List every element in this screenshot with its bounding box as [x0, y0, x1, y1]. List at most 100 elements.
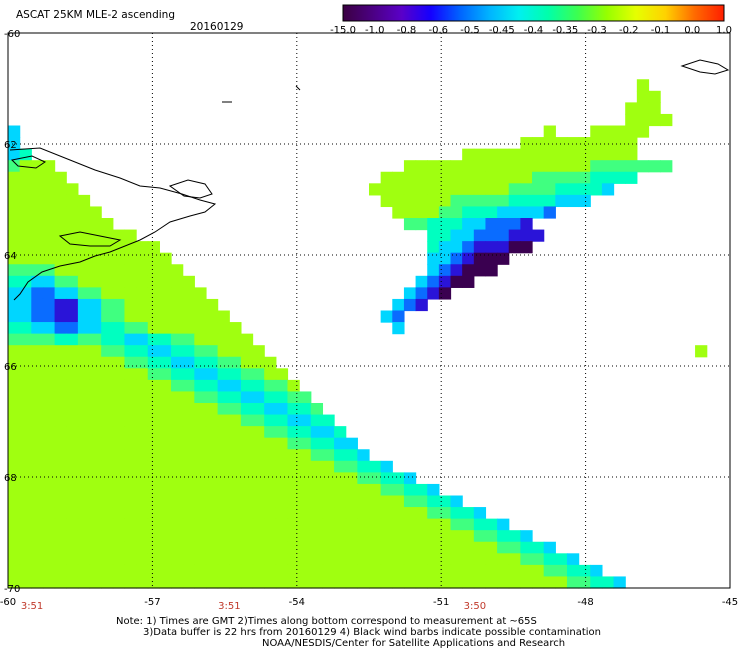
- heatmap-cell: [31, 530, 44, 543]
- heatmap-cell: [427, 218, 440, 231]
- heatmap-cell: [299, 460, 312, 473]
- heatmap-cell: [77, 333, 91, 346]
- heatmap-cell: [357, 564, 370, 578]
- heatmap-cell: [310, 576, 324, 589]
- heatmap-cell: [8, 218, 21, 231]
- heatmap-cell: [66, 229, 79, 242]
- heatmap-cell: [392, 553, 405, 566]
- heatmap-cell: [77, 426, 91, 439]
- heatmap-cell: [275, 437, 289, 450]
- heatmap-cell: [357, 518, 370, 531]
- heatmap-cell: [240, 564, 254, 578]
- heatmap-cell: [205, 541, 219, 554]
- heatmap-cell: [31, 322, 44, 335]
- heatmap-cell: [299, 564, 312, 578]
- heatmap-cell: [287, 472, 300, 485]
- heatmap-cell: [485, 576, 498, 589]
- heatmap-cell: [77, 229, 91, 242]
- heatmap-cell: [19, 333, 32, 346]
- heatmap-cell: [392, 194, 405, 208]
- heatmap-cell: [112, 298, 126, 312]
- heatmap-cell: [264, 507, 277, 520]
- heatmap-cell: [601, 148, 615, 161]
- heatmap-cell: [287, 403, 300, 416]
- heatmap-cell: [392, 171, 405, 184]
- heatmap-cell: [578, 194, 591, 208]
- heatmap-cell: [427, 576, 440, 589]
- heatmap-cell: [520, 160, 533, 173]
- heatmap-cell: [124, 530, 137, 543]
- heatmap-cell: [217, 356, 230, 369]
- heatmap-cell: [520, 183, 533, 196]
- heatmap-cell: [31, 541, 44, 554]
- heatmap-cell: [415, 541, 428, 554]
- heatmap-cell: [171, 483, 184, 497]
- heatmap-cell: [42, 264, 56, 277]
- heatmap-cell: [310, 449, 324, 462]
- heatmap-cell: [450, 183, 463, 196]
- heatmap-cell: [77, 541, 91, 554]
- heatmap-cell: [229, 576, 242, 589]
- heatmap-cell: [205, 483, 219, 497]
- heatmap-cell: [473, 160, 487, 173]
- heatmap-cell: [520, 530, 533, 543]
- heatmap-cell: [264, 576, 277, 589]
- heatmap-cell: [77, 495, 91, 508]
- heatmap-cell: [89, 264, 102, 277]
- heatmap-cell: [497, 183, 510, 196]
- heatmap-cell: [217, 483, 230, 497]
- heatmap-cell: [31, 298, 44, 312]
- heatmap-cell: [322, 495, 335, 508]
- heatmap-cell: [578, 183, 591, 196]
- heatmap-cell: [450, 518, 463, 531]
- heatmap-cell: [229, 437, 242, 450]
- heatmap-cell: [613, 160, 626, 173]
- heatmap-cell: [415, 576, 428, 589]
- heatmap-cell: [205, 322, 219, 335]
- footer-note-2: 3)Data buffer is 22 hrs from 20160129 4)…: [143, 627, 601, 638]
- heatmap-cell: [299, 495, 312, 508]
- heatmap-cell: [543, 148, 556, 161]
- colorbar-label: -0.45: [489, 25, 515, 36]
- heatmap-cell: [322, 530, 335, 543]
- heatmap-cell: [240, 472, 254, 485]
- heatmap-cell: [171, 368, 184, 381]
- heatmap-cell: [462, 275, 475, 288]
- heatmap-cell: [19, 541, 32, 554]
- heatmap-cell: [54, 171, 67, 184]
- heatmap-cell: [194, 495, 207, 508]
- heatmap-cell: [77, 449, 91, 462]
- heatmap-cell: [508, 576, 521, 589]
- heatmap-cell: [171, 345, 184, 358]
- heatmap-cell: [77, 553, 91, 566]
- heatmap-cell: [66, 194, 79, 208]
- heatmap-cell: [427, 518, 440, 531]
- heatmap-cell: [264, 368, 277, 381]
- heatmap-cell: [42, 275, 56, 288]
- heatmap-cell: [19, 460, 32, 473]
- heatmap-cell: [124, 333, 137, 346]
- heatmap-cell: [194, 460, 207, 473]
- heatmap-cell: [136, 576, 149, 589]
- heatmap-cell: [42, 530, 56, 543]
- heatmap-cell: [427, 530, 440, 543]
- heatmap-cell: [19, 322, 32, 335]
- heatmap-cell: [450, 530, 463, 543]
- heatmap-cell: [205, 518, 219, 531]
- heatmap-cell: [450, 275, 463, 288]
- heatmap-cell: [42, 368, 56, 381]
- heatmap-cell: [403, 472, 417, 485]
- heatmap-cell: [147, 345, 160, 358]
- heatmap-cell: [520, 229, 533, 242]
- heatmap-cell: [543, 137, 556, 150]
- heatmap-cell: [171, 264, 184, 277]
- heatmap-cell: [124, 298, 137, 312]
- heatmap-cell: [77, 414, 91, 427]
- heatmap-cell: [450, 541, 463, 554]
- heatmap-cell: [334, 483, 347, 497]
- heatmap-cell: [205, 564, 219, 578]
- heatmap-cell: [334, 576, 347, 589]
- heatmap-cell: [77, 322, 91, 335]
- heatmap-cell: [450, 171, 463, 184]
- heatmap-cell: [147, 564, 160, 578]
